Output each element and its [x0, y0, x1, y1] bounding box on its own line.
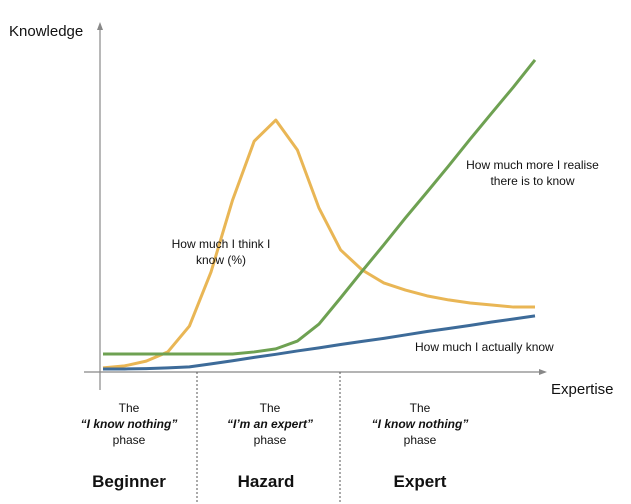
y-axis-title: Knowledge [9, 23, 84, 40]
phase-quote: “I know nothing” [80, 417, 178, 431]
phase-suffix: phase [403, 433, 437, 447]
series-label: How much I think I know (%) [171, 237, 271, 267]
phase-suffix: phase [253, 433, 287, 447]
phase-intro: The [259, 401, 281, 415]
phase-caption: The “I know nothing” phase [350, 400, 490, 448]
x-axis-arrow [539, 369, 547, 375]
phase-quote: “I know nothing” [371, 417, 469, 431]
phase-name: Beginner [92, 472, 166, 491]
phase-quote: “I’m an expert” [226, 417, 314, 431]
phase-suffix: phase [112, 433, 146, 447]
phase-caption: The “I know nothing” phase [59, 400, 199, 448]
phase-caption: The “I’m an expert” phase [200, 400, 340, 448]
phase-name: Hazard [237, 472, 295, 491]
y-axis-arrow [97, 22, 103, 30]
phase-intro: The [409, 401, 431, 415]
series-line [103, 58, 537, 356]
series-label: How much more I realise there is to know [466, 158, 599, 188]
series-label: How much I actually know [415, 340, 554, 354]
series-line [103, 314, 536, 371]
x-axis-title: Expertise [551, 381, 614, 398]
phase-intro: The [118, 401, 140, 415]
phase-name: Expert [393, 472, 447, 491]
series-line [102, 118, 535, 370]
